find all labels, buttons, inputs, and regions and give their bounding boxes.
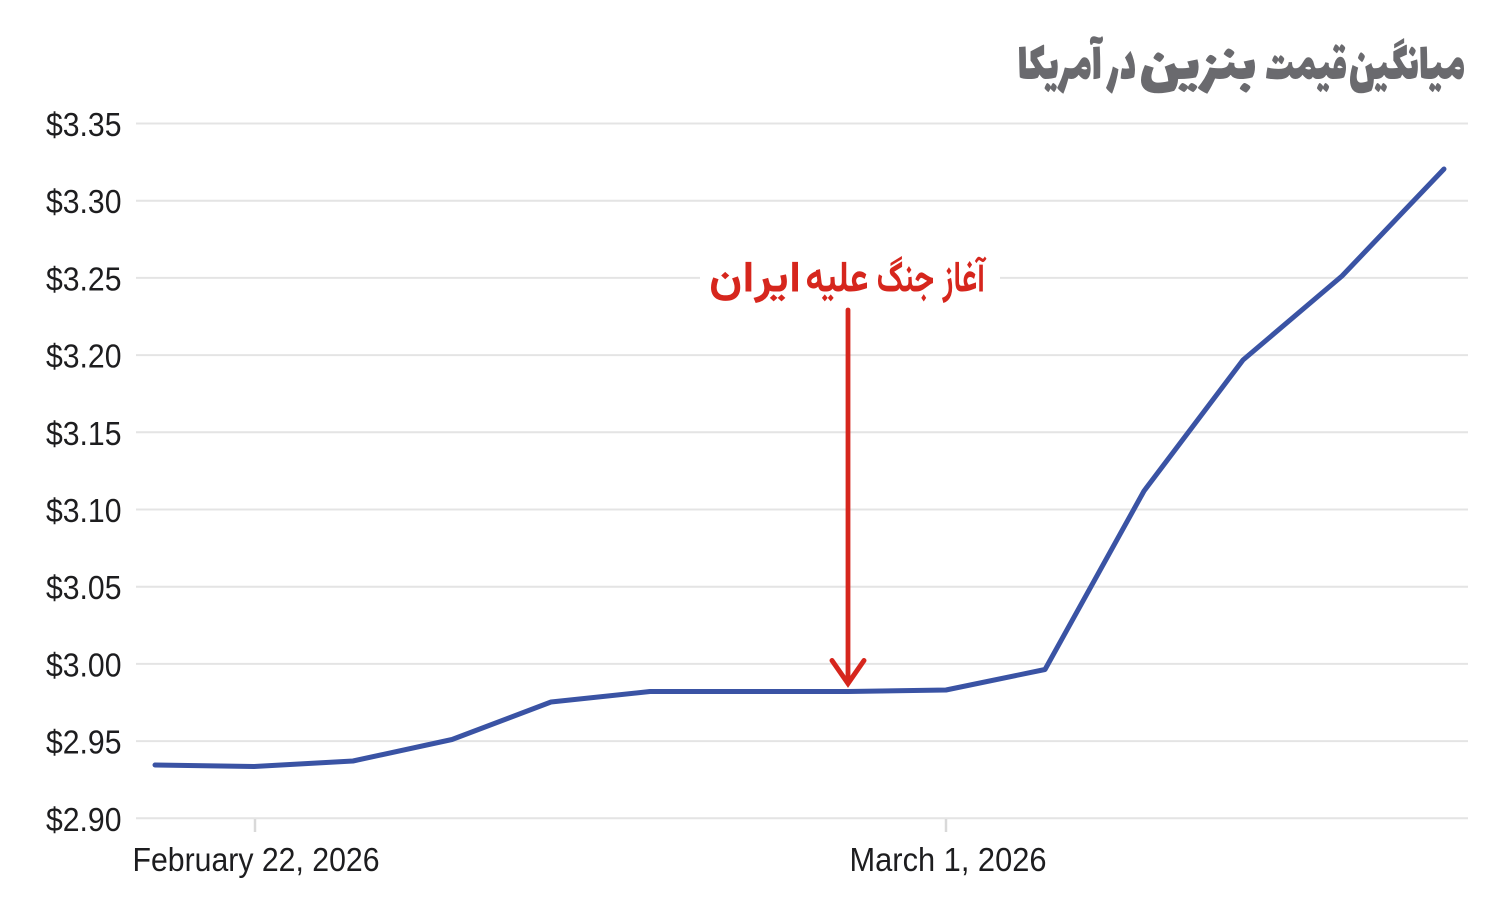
svg-text:March 1, 2026: March 1, 2026	[850, 841, 1047, 878]
svg-text:$3.05: $3.05	[46, 569, 122, 606]
svg-text:$3.00: $3.00	[46, 646, 122, 683]
svg-text:$3.25: $3.25	[46, 260, 122, 297]
svg-text:$3.10: $3.10	[46, 492, 122, 529]
svg-text:February 22, 2026: February 22, 2026	[133, 841, 380, 878]
svg-text:$3.35: $3.35	[46, 106, 122, 143]
svg-text:$2.95: $2.95	[46, 724, 122, 761]
svg-text:$3.30: $3.30	[46, 183, 122, 220]
svg-text:$2.90: $2.90	[46, 801, 122, 838]
svg-text:$3.20: $3.20	[46, 338, 122, 375]
svg-text:$3.15: $3.15	[46, 415, 122, 452]
